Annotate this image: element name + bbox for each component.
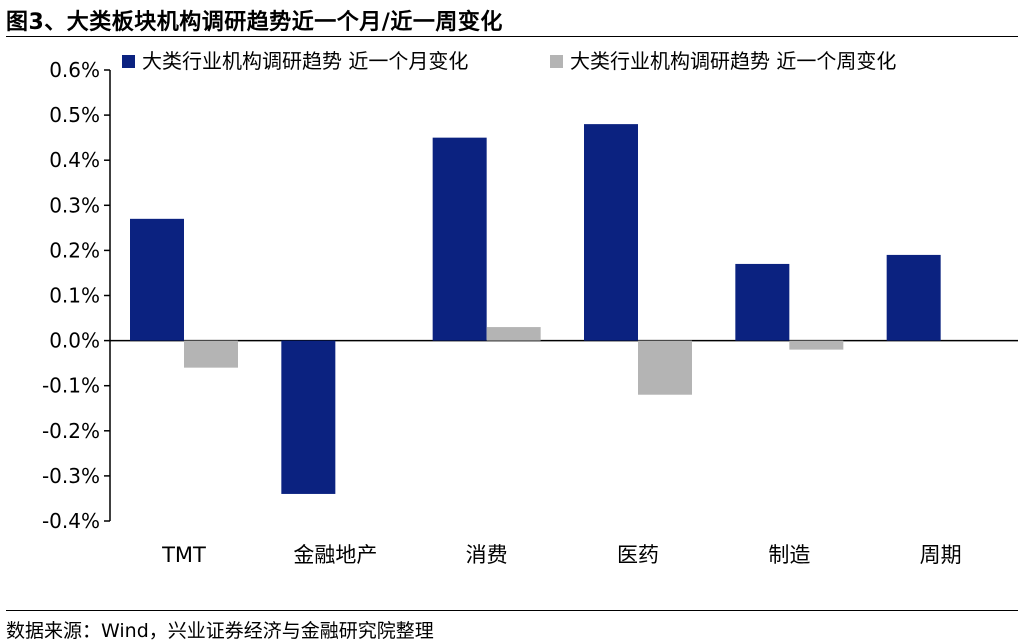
title-divider bbox=[6, 36, 1018, 37]
y-tick-label: 0.2% bbox=[49, 238, 100, 262]
bar-month bbox=[735, 263, 790, 341]
footer-divider bbox=[6, 610, 1018, 611]
y-tick-label: -0.2% bbox=[42, 419, 100, 443]
x-category-label: TMT bbox=[161, 543, 206, 567]
y-tick-label: 0.0% bbox=[49, 329, 100, 353]
bar-month bbox=[584, 124, 638, 341]
y-tick-label: 0.6% bbox=[49, 58, 100, 82]
y-tick-label: 0.1% bbox=[49, 284, 100, 308]
y-tick-label: -0.3% bbox=[42, 464, 100, 488]
y-tick-label: -0.1% bbox=[42, 374, 100, 398]
bar-week bbox=[486, 327, 541, 341]
bar-week bbox=[638, 340, 692, 395]
bar-week bbox=[789, 340, 844, 350]
legend-swatch bbox=[122, 55, 135, 68]
bar-month bbox=[281, 340, 336, 494]
bar-chart: 0.6% 0.5% 0.4% 0.3% 0.2% 0.1% 0.0% -0.1% -0.2% -0… bbox=[42, 49, 1018, 567]
legend: 大类行业机构调研趋势 近一个月变化 大类行业机构调研趋势 近一个周变化 bbox=[122, 49, 896, 73]
y-tick-label: 0.4% bbox=[49, 148, 100, 172]
x-category-label: 消费 bbox=[466, 543, 508, 567]
x-category-label: 金融地产 bbox=[293, 543, 377, 567]
x-axis-labels: TMT 金融地产 消费 医药 制造 周期 bbox=[161, 543, 962, 567]
y-tick-label: -0.4% bbox=[42, 509, 100, 533]
legend-label: 大类行业机构调研趋势 近一个周变化 bbox=[570, 49, 896, 73]
bar-month bbox=[886, 254, 941, 341]
bars bbox=[130, 124, 941, 494]
legend-swatch bbox=[550, 55, 563, 68]
y-tick-label: 0.5% bbox=[49, 103, 100, 127]
bar-month bbox=[432, 137, 487, 341]
source-note: 数据来源：Wind，兴业证券经济与金融研究院整理 bbox=[6, 620, 434, 642]
chart-title: 图3、大类板块机构调研趋势近一个月/近一周变化 bbox=[6, 10, 503, 35]
y-axis: 0.6% 0.5% 0.4% 0.3% 0.2% 0.1% 0.0% -0.1% -0.2% -0… bbox=[42, 58, 1018, 533]
x-category-label: 制造 bbox=[768, 543, 810, 567]
x-category-label: 医药 bbox=[617, 543, 659, 567]
y-tick-label: 0.3% bbox=[49, 193, 100, 217]
bar-month bbox=[130, 218, 184, 341]
x-category-label: 周期 bbox=[920, 543, 962, 567]
bar-week bbox=[184, 340, 238, 368]
legend-label: 大类行业机构调研趋势 近一个月变化 bbox=[142, 49, 468, 73]
